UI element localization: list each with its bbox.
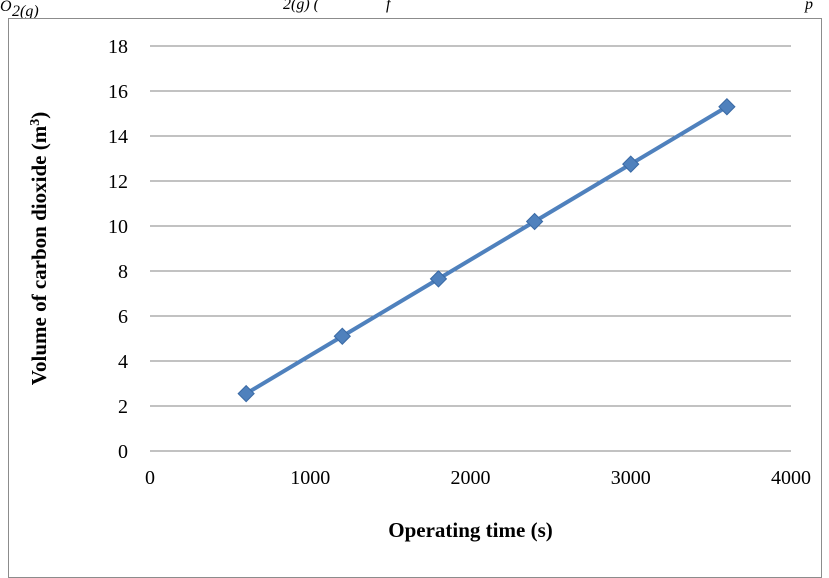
y-tick-label: 8 bbox=[118, 261, 128, 283]
x-tick-label: 1000 bbox=[290, 467, 330, 489]
clipped-caption: O 2(g) 2(g) ( f p bbox=[0, 0, 813, 18]
caption-fragment-left-subscript: 2(g) bbox=[12, 3, 39, 18]
y-tick-label: 12 bbox=[108, 171, 128, 193]
x-tick-label: 2000 bbox=[451, 467, 491, 489]
caption-fragment-far-right: p bbox=[804, 0, 813, 13]
data-point-marker bbox=[333, 327, 352, 345]
y-tick-labels: 0 2 4 6 8 10 12 14 16 18 bbox=[108, 36, 128, 463]
y-tick-label: 4 bbox=[118, 351, 128, 373]
chart-frame bbox=[8, 18, 822, 578]
y-axis-title-close: ) bbox=[27, 112, 51, 119]
series-line bbox=[245, 105, 728, 396]
data-point-marker bbox=[525, 212, 544, 231]
y-axis-title-superscript: 3 bbox=[28, 119, 43, 126]
y-tick-label: 16 bbox=[108, 81, 128, 103]
y-axis-title-main: Volume of carbon dioxide (m bbox=[27, 125, 51, 385]
x-tick-label: 0 bbox=[145, 467, 155, 489]
caption-fragment-left: O bbox=[0, 0, 12, 15]
x-axis-title: Operating time (s) bbox=[388, 518, 552, 542]
y-tick-label: 18 bbox=[108, 36, 128, 58]
y-tick-label: 2 bbox=[118, 396, 128, 418]
y-tick-label: 0 bbox=[118, 441, 128, 463]
caption-fragment-right: f bbox=[386, 0, 393, 13]
x-tick-label: 3000 bbox=[611, 467, 651, 489]
y-tick-label: 14 bbox=[108, 126, 128, 148]
data-point-marker bbox=[429, 270, 448, 288]
y-tick-label: 6 bbox=[118, 306, 128, 328]
data-point-marker bbox=[718, 98, 736, 116]
data-point-marker bbox=[237, 384, 255, 403]
y-tick-label: 10 bbox=[108, 216, 128, 238]
y-axis-title: Volume of carbon dioxide (m3) bbox=[27, 112, 51, 385]
x-tick-label: 4000 bbox=[771, 467, 811, 489]
x-tick-labels: 0 1000 2000 3000 4000 bbox=[145, 467, 811, 489]
grid-lines bbox=[150, 45, 791, 407]
caption-fragment-mid: 2(g) ( bbox=[283, 0, 321, 13]
data-series bbox=[237, 98, 736, 403]
data-point-marker bbox=[622, 155, 640, 173]
